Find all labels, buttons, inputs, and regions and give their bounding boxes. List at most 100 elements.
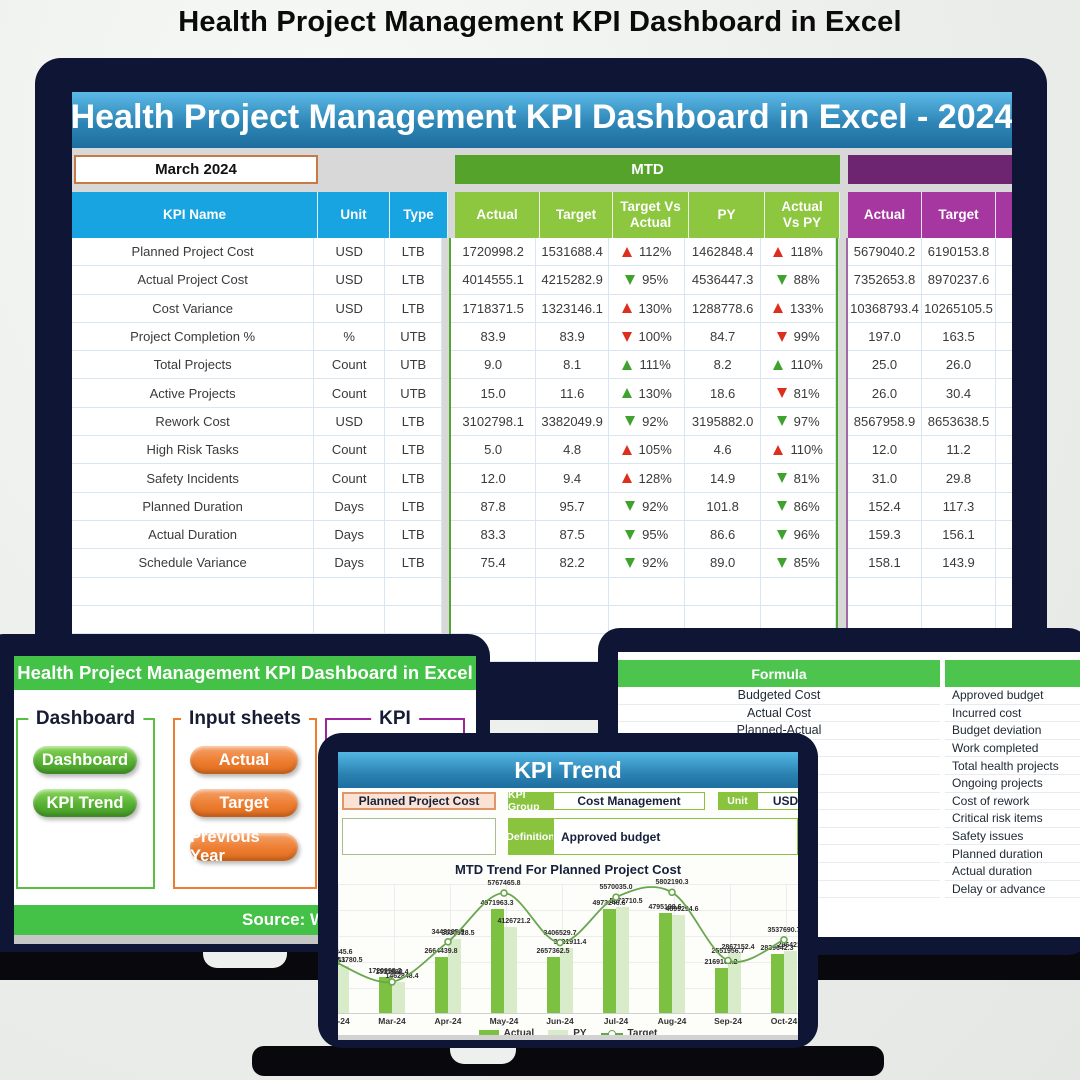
nav-header-banner: Health Project Management KPI Dashboard … <box>14 656 476 690</box>
col-gap <box>448 192 455 238</box>
py-swatch <box>548 1029 569 1038</box>
dashboard-button[interactable]: Dashboard <box>33 746 137 774</box>
py-cell: 89.0 <box>685 549 762 578</box>
trend-arrow-down-green <box>776 501 787 512</box>
actual-vs-py-cell: 86% <box>761 492 837 521</box>
kpi-table-row: Cost Variance USD LTB 1718371.5 1323146.1 130… <box>72 294 1012 323</box>
formula-gap <box>940 827 945 846</box>
column-gap <box>442 521 449 549</box>
description-cell: Approved budget <box>945 687 1080 705</box>
formula-gap <box>940 687 945 705</box>
kpi-trend-button[interactable]: KPI Trend <box>33 789 137 817</box>
col-kpi-name: KPI Name <box>72 192 318 238</box>
actual-vs-py-cell: 99% <box>761 322 837 352</box>
py-data-label: 2243780.5 <box>338 957 363 964</box>
trend-arrow-up-red <box>621 246 632 257</box>
target-data-label: 3406529.7 <box>543 929 577 937</box>
actual-data-label: 2169163.2 <box>704 958 738 966</box>
trend-arrow-down-green <box>625 501 636 512</box>
column-gap <box>442 379 449 407</box>
description-cell: Incurred cost <box>945 704 1080 723</box>
right-extra-cell <box>996 407 1012 437</box>
mtd-actual-cell: 5.0 <box>451 436 537 465</box>
target-vs-actual-cell: 130% <box>609 379 686 408</box>
mtd-actual-cell <box>451 605 537 635</box>
description-cell: Work completed <box>945 739 1080 758</box>
right-extra-cell <box>996 520 1012 550</box>
legend-py: PY <box>548 1028 587 1039</box>
trend-arrow-up-red <box>773 303 784 314</box>
target-button[interactable]: Target <box>190 789 298 817</box>
actual-vs-py-cell: 85% <box>761 549 837 578</box>
mtd-target-cell: 87.5 <box>536 520 610 550</box>
col-target-vs-actual: Target Vs Actual <box>613 192 689 238</box>
previous-year-button[interactable]: Previous Year <box>190 828 298 865</box>
col-right-target: Target <box>922 192 996 238</box>
col-gap <box>840 192 848 238</box>
column-gap <box>838 323 846 351</box>
right-section-cells: 159.3 156.1 <box>846 520 1012 550</box>
column-gap <box>838 408 846 436</box>
description-cell: Ongoing projects <box>945 774 1080 793</box>
trend-arrow-up-green <box>621 388 632 399</box>
right-section-cells: 158.1 143.9 <box>846 549 1012 578</box>
right-target-cell: 163.5 <box>922 322 997 352</box>
main-dashboard-screen: Health Project Management KPI Dashboard … <box>72 92 1012 662</box>
py-cell: 18.6 <box>685 379 762 408</box>
actual-data-label: 2234534.1 <box>338 957 346 965</box>
kpi-name-cell <box>72 605 315 635</box>
right-section-cells <box>846 577 1012 606</box>
mtd-target-cell: 4215282.9 <box>536 266 610 295</box>
definition-value: Approved budget <box>553 818 798 855</box>
column-gap <box>838 351 846 379</box>
main-dashboard-laptop: Health Project Management KPI Dashboard … <box>35 58 1047 720</box>
kpi-table-empty-row <box>72 577 1012 606</box>
trend-arrow-down-green <box>625 416 636 427</box>
right-target-cell: 6190153.8 <box>922 238 997 267</box>
mtd-cells <box>449 577 839 606</box>
mtd-actual-cell: 12.0 <box>451 464 537 493</box>
mtd-cells: 1718371.5 1323146.1 130% 1288778.6 133% <box>449 294 839 323</box>
py-data-label: 2964213.4 <box>777 941 798 949</box>
formula-row: Budgeted Cost Approved budget <box>618 687 1080 705</box>
trend-arrow-up-green <box>622 359 633 370</box>
target-line-chart <box>338 886 788 986</box>
type-cell <box>385 577 443 606</box>
unit-cell: Count <box>314 464 386 493</box>
py-cell: 14.9 <box>685 464 762 493</box>
description-cell: Total health projects <box>945 757 1080 775</box>
column-gap <box>442 436 449 464</box>
column-gap <box>442 323 449 351</box>
x-axis-label: Jul-24 <box>603 1016 629 1026</box>
kpi-name-cell: Planned Project Cost <box>72 238 315 267</box>
target-data-label: 2460345.6 <box>338 949 353 957</box>
right-actual-cell: 197.0 <box>848 322 923 352</box>
formula-gap <box>940 792 945 811</box>
mtd-target-cell: 9.4 <box>536 464 610 493</box>
trend-chart-plot: 2460345.62234534.12243780.5 1531688.41720… <box>338 879 798 1014</box>
page-title: Health Project Management KPI Dashboard … <box>178 6 902 38</box>
column-gap <box>838 238 846 266</box>
mtd-target-cell: 95.7 <box>536 492 610 521</box>
x-axis-label: Mar-24 <box>378 1016 406 1026</box>
trend-arrow-down-green <box>776 416 787 427</box>
section-label: KPI <box>371 708 419 730</box>
kpi-name-selector[interactable]: Planned Project Cost <box>342 792 496 810</box>
py-bar <box>560 947 573 1013</box>
kpi-table-row: Safety Incidents Count LTB 12.0 9.4 128% 14.9 8… <box>72 464 1012 493</box>
trend-arrow-up-red <box>621 473 632 484</box>
x-axis-label: May-24 <box>489 1016 519 1026</box>
actual-button[interactable]: Actual <box>190 746 298 774</box>
mtd-target-cell <box>536 605 610 635</box>
kpi-name-cell: Schedule Variance <box>72 549 315 578</box>
description-cell: Critical risk items <box>945 810 1080 828</box>
kpi-table-row: Planned Project Cost USD LTB 1720998.2 15316… <box>72 238 1012 267</box>
month-selector[interactable]: March 2024 <box>74 155 318 184</box>
source-text: Source: W <box>242 910 327 929</box>
py-data-label: 3121911.4 <box>553 938 587 946</box>
dashboard-header-banner: Health Project Management KPI Dashboard … <box>72 92 1012 148</box>
actual-bar <box>435 957 448 1013</box>
mtd-target-cell: 1323146.1 <box>536 294 610 323</box>
col-unit: Unit <box>318 192 390 238</box>
col-mtd-actual: Actual <box>455 192 540 238</box>
